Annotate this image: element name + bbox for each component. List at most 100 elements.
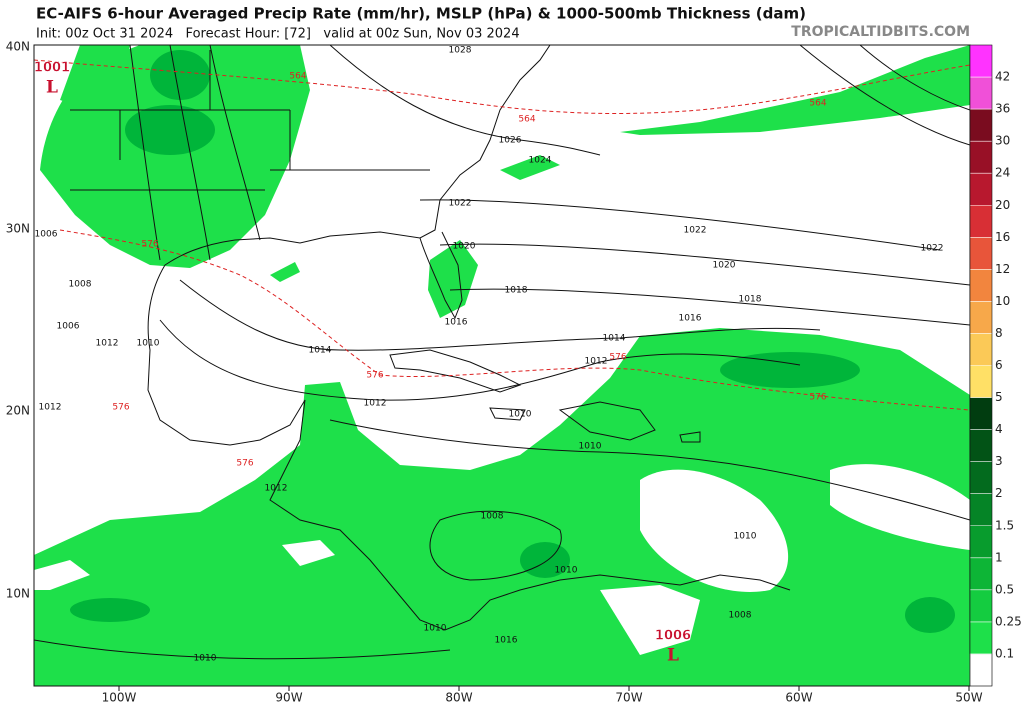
low-pressure-value: 1006: [655, 629, 691, 644]
colorbar-label: 1: [995, 550, 1003, 564]
colorbar-swatch: [970, 173, 992, 206]
title: EC-AIFS 6-hour Averaged Precip Rate (mm/…: [36, 5, 806, 23]
colorbar-label: 2: [995, 486, 1003, 500]
colorbar-label: 10: [995, 294, 1010, 308]
colorbar-swatch: [970, 205, 992, 238]
isobar-label: 1010: [137, 339, 160, 349]
isobar-label: 1016: [495, 636, 518, 646]
watermark: TROPICALTIDBITS.COM: [791, 24, 970, 40]
thickness-label: 576: [609, 353, 626, 363]
isobar-label: 1014: [603, 334, 626, 344]
isobar-label: 1020: [453, 242, 476, 252]
isobar-label: 1012: [265, 484, 288, 494]
isobar-label: 1010: [509, 410, 532, 420]
thickness-lines: [34, 59, 970, 411]
colorbar-label: 30: [995, 134, 1010, 148]
isobar-label: 1010: [734, 532, 757, 542]
thickness-label: 576: [809, 393, 826, 403]
isobar-label: 1008: [481, 512, 504, 522]
colorbar-swatch: [970, 269, 992, 302]
isobar-label: 1010: [194, 654, 217, 664]
colorbar: 0.1 0.25 0.5 1 1.5 2 3 4 5 6 8 10 12 16 20 24 30 36 42: [969, 44, 1022, 687]
isobar-label: 1022: [921, 244, 944, 254]
colorbar-swatch: [970, 525, 992, 558]
isobar-label: 1024: [529, 156, 552, 166]
colorbar-swatch: [969, 653, 993, 687]
colorbar-label: 0.25: [995, 614, 1022, 628]
colorbar-swatch: [970, 365, 992, 398]
isobar-label: 1016: [445, 318, 468, 328]
low-symbol: L: [667, 646, 679, 666]
colorbar-swatch: [970, 429, 992, 462]
isobar-label: 1022: [684, 226, 707, 236]
colorbar-swatch: [970, 461, 992, 494]
thickness-label: 564: [809, 99, 826, 109]
isobar-label: 1026: [499, 136, 522, 146]
colorbar-swatch: [970, 621, 992, 654]
coastlines: [70, 45, 791, 631]
subtitle: Init: 00z Oct 31 2024 Forecast Hour: [72…: [36, 27, 520, 42]
isobar-label: 1006: [35, 230, 58, 240]
latitude-label: 40N: [6, 40, 30, 54]
low-symbol: L: [46, 78, 58, 98]
colorbar-swatch: [970, 557, 992, 590]
colorbar-label: 24: [995, 166, 1010, 180]
colorbar-swatch: [970, 333, 992, 366]
colorbar-swatch: [970, 493, 992, 526]
longitude-label: 50W: [955, 691, 982, 705]
isobar-label: 1006: [57, 322, 80, 332]
colorbar-swatch: [970, 141, 992, 174]
longitude-label: 90W: [275, 691, 302, 705]
isobar-label: 1010: [579, 442, 602, 452]
thickness-label: 576: [112, 403, 129, 413]
longitude-label: 70W: [615, 691, 642, 705]
colorbar-label: 1.5: [995, 518, 1014, 532]
precip-areas: [34, 45, 970, 686]
colorbar-label: 16: [995, 230, 1010, 244]
isobar-label: 1012: [39, 403, 62, 413]
colorbar-swatch: [970, 589, 992, 622]
thickness-label: 576: [236, 459, 253, 469]
colorbar-label: 8: [995, 326, 1003, 340]
colorbar-label: 36: [995, 102, 1010, 116]
longitude-label: 100W: [102, 691, 137, 705]
colorbar-label: 4: [995, 422, 1003, 436]
thickness-label: 564: [518, 115, 535, 125]
colorbar-swatch: [970, 109, 992, 142]
isobar-label: 1012: [96, 339, 119, 349]
latitude-label: 20N: [6, 404, 30, 418]
colorbar-label: 0.1: [995, 646, 1014, 660]
isobar-label: 1012: [585, 357, 608, 367]
colorbar-label: 0.5: [995, 582, 1014, 596]
colorbar-label: 20: [995, 198, 1010, 212]
colorbar-label: 3: [995, 454, 1003, 468]
thickness-label: 564: [289, 72, 306, 82]
longitude-label: 80W: [445, 691, 472, 705]
colorbar-swatch: [970, 301, 992, 334]
thickness-label: 576: [141, 240, 158, 250]
isobar-label: 1014: [309, 346, 332, 356]
colorbar-swatch: [970, 397, 992, 430]
map: 40N 30N 20N 10N 100W 90W 80W 70W 60W 50W 1001 L 1006…: [6, 40, 983, 705]
heavier-precip: [70, 50, 955, 633]
isobar-label: 1018: [505, 286, 528, 296]
isobar-label: 1028: [449, 46, 472, 56]
colorbar-label: 42: [995, 70, 1010, 84]
isobar-label: 1008: [69, 280, 92, 290]
latitude-label: 30N: [6, 222, 30, 236]
colorbar-frame: [969, 44, 993, 687]
dry-areas: [34, 382, 970, 655]
isobar-label: 1010: [555, 566, 578, 576]
isobars: [34, 45, 970, 660]
isobar-label: 1012: [364, 399, 387, 409]
colorbar-label: 5: [995, 390, 1003, 404]
longitude-label: 60W: [785, 691, 812, 705]
colorbar-swatch: [970, 77, 992, 110]
colorbar-swatch: [970, 45, 992, 78]
colorbar-label: 12: [995, 262, 1010, 276]
isobar-label: 1022: [449, 199, 472, 209]
isobar-label: 1008: [729, 611, 752, 621]
low-pressure-value: 1001: [34, 61, 70, 76]
colorbar-swatch: [970, 237, 992, 270]
